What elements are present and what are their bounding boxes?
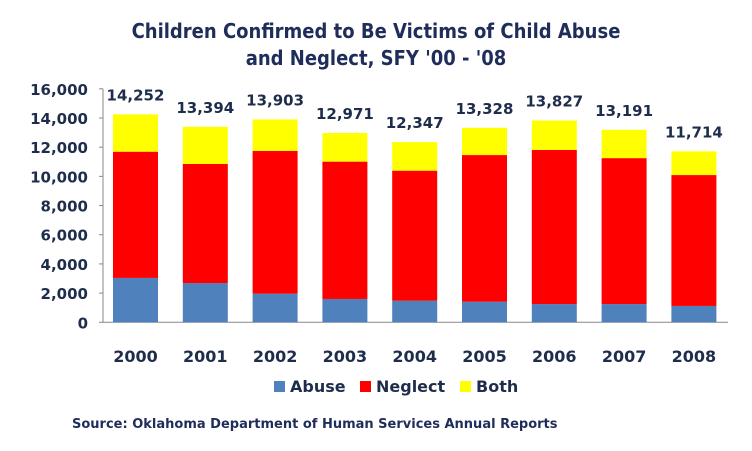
y-tick-label: 2,000 (41, 285, 88, 303)
bar-abuse-2003 (322, 298, 368, 323)
x-tick-label: 2000 (113, 347, 158, 366)
bar-neglect-2005 (462, 155, 507, 302)
bar-abuse-2001 (182, 283, 228, 323)
y-tick-label: 8,000 (41, 198, 88, 216)
legend-label-abuse: Abuse (290, 377, 346, 396)
y-tick-label: 16,000 (30, 81, 88, 99)
bar-neglect-2006 (531, 149, 577, 305)
bar-neglect-2004 (392, 170, 438, 301)
total-label-2003: 12,971 (316, 105, 374, 123)
total-label-2007: 13,191 (595, 102, 653, 120)
bar-abuse-2000 (113, 277, 158, 323)
x-tick-label: 2002 (253, 347, 298, 366)
bar-both-2000 (113, 114, 158, 152)
bar-abuse-2006 (531, 304, 577, 323)
bar-both-2004 (392, 142, 438, 171)
bar-neglect-2000 (113, 151, 158, 278)
bar-abuse-2004 (392, 300, 438, 323)
bar-neglect-2003 (322, 161, 368, 299)
bar-both-2007 (601, 129, 647, 159)
chart-title: Children Confirmed to Be Victims of Chil… (0, 18, 752, 72)
bar-neglect-2007 (601, 158, 647, 305)
total-label-2000: 14,252 (107, 86, 165, 104)
x-tick-label: 2006 (532, 347, 577, 366)
legend-swatch-neglect (360, 381, 371, 392)
legend-label-neglect: Neglect (376, 377, 446, 396)
y-tick-label: 14,000 (30, 110, 88, 128)
bar-both-2002 (252, 119, 298, 151)
y-tick-label: 0 (78, 314, 88, 332)
x-tick-label: 2001 (183, 347, 228, 366)
source-note: Source: Oklahoma Department of Human Ser… (72, 417, 558, 432)
bar-both-2008 (671, 151, 717, 176)
bar-neglect-2008 (671, 175, 717, 306)
legend-swatch-both (460, 381, 471, 392)
chart-title-line-1: Children Confirmed to Be Victims of Chil… (131, 19, 621, 43)
total-label-2004: 12,347 (386, 114, 444, 132)
bar-both-2001 (182, 126, 228, 164)
bar-both-2003 (322, 133, 368, 162)
bar-abuse-2008 (671, 305, 717, 323)
x-tick-label: 2007 (602, 347, 647, 366)
x-tick-label: 2003 (323, 347, 368, 366)
total-label-2008: 11,714 (665, 123, 723, 141)
x-tick-label: 2004 (392, 347, 437, 366)
x-tick-label: 2008 (672, 347, 717, 366)
legend-swatch-abuse (274, 381, 285, 392)
bar-neglect-2002 (252, 150, 298, 294)
legend-label-both: Both (476, 377, 518, 396)
y-tick-label: 12,000 (30, 139, 88, 157)
x-tick-label: 2005 (462, 347, 507, 366)
bar-neglect-2001 (182, 163, 228, 284)
bar-both-2006 (531, 120, 577, 150)
total-label-2001: 13,394 (176, 99, 234, 117)
bar-abuse-2005 (462, 301, 507, 323)
chart-title-line-2: and Neglect, SFY '00 - '08 (245, 46, 507, 70)
total-label-2005: 13,328 (456, 100, 514, 118)
bar-abuse-2002 (252, 293, 298, 323)
y-tick-label: 4,000 (41, 256, 88, 274)
bar-abuse-2007 (601, 304, 647, 323)
y-tick-label: 6,000 (41, 227, 88, 245)
bar-both-2005 (462, 127, 507, 156)
y-tick-label: 10,000 (30, 168, 88, 186)
total-label-2002: 13,903 (246, 91, 304, 109)
total-label-2006: 13,827 (525, 93, 583, 111)
